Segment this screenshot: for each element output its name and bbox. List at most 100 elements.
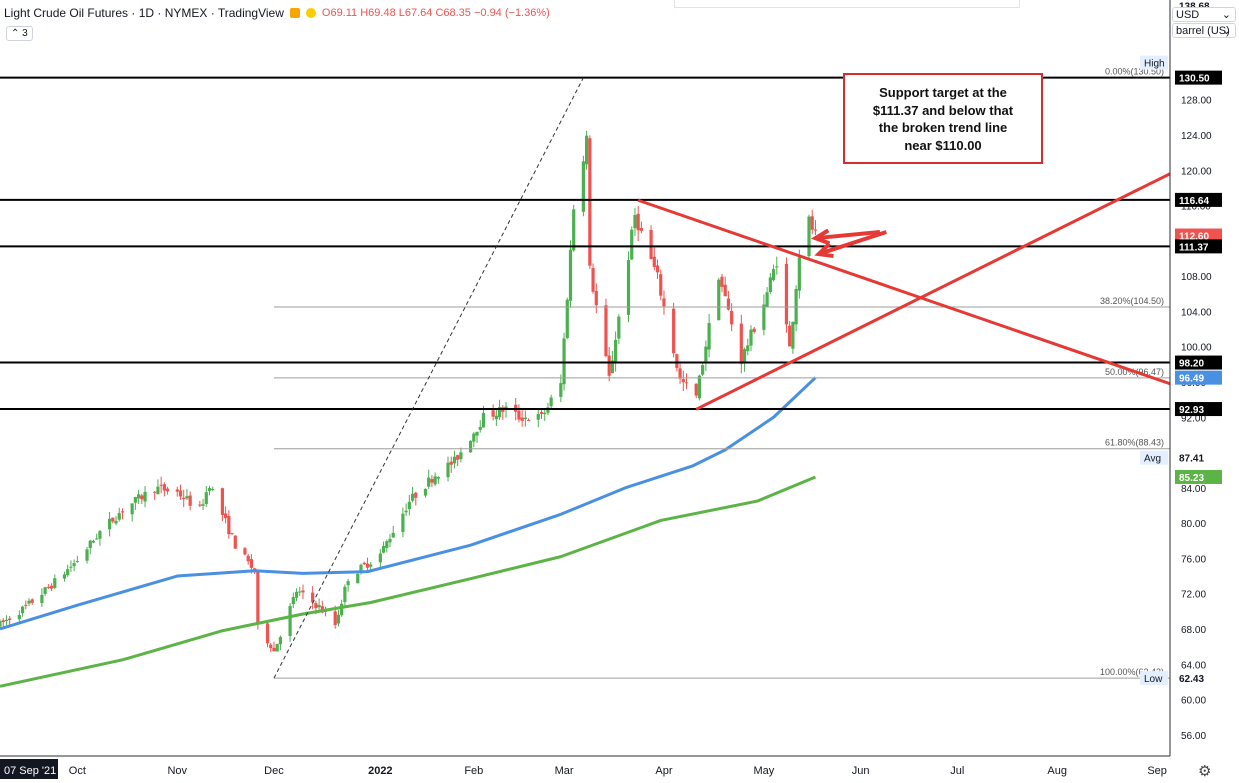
annotation-callout: Support target at the $111.37 and below … xyxy=(843,73,1043,164)
candle-body xyxy=(233,535,237,549)
candle-body xyxy=(730,310,734,325)
price-label: 130.50 xyxy=(1179,74,1210,85)
candle-body xyxy=(478,427,482,430)
candle-body xyxy=(317,604,321,608)
candle-body xyxy=(768,277,772,292)
candle-body xyxy=(272,647,276,652)
y-tick-label: 104.00 xyxy=(1181,307,1212,318)
price-tag-box xyxy=(1140,671,1168,686)
symbol-title[interactable]: Light Crude Oil Futures · 1D · NYMEX · T… xyxy=(4,6,284,20)
flag-icon[interactable] xyxy=(289,8,300,18)
candle-body xyxy=(739,323,743,364)
x-tick-label: Jul xyxy=(950,765,964,777)
price-label: 112.60 xyxy=(1179,232,1209,243)
candle-body xyxy=(66,569,70,576)
x-tick-label: Sep xyxy=(1147,765,1167,777)
candle-body xyxy=(497,407,502,418)
fib-level-label: 38.20%(104.50) xyxy=(1100,296,1164,306)
candle-body xyxy=(610,360,614,374)
candle-body xyxy=(626,260,631,315)
candle-body xyxy=(294,591,299,598)
candle-body xyxy=(53,578,57,588)
candle-body xyxy=(391,532,395,538)
candle-body xyxy=(614,339,618,363)
candle-body xyxy=(8,618,12,621)
fib-dashed-line xyxy=(273,77,584,679)
top-toolbar-edge xyxy=(674,0,1020,8)
candle-body xyxy=(136,494,141,499)
sma100-line xyxy=(0,376,817,631)
candle-body xyxy=(120,511,125,513)
candle-body xyxy=(526,420,531,422)
candle-body xyxy=(494,415,498,420)
callout-line: the broken trend line xyxy=(878,120,1008,135)
candle-body xyxy=(401,513,405,532)
candle-body xyxy=(311,592,315,603)
candle-body xyxy=(633,215,637,229)
candle-body xyxy=(24,604,28,606)
trend-line xyxy=(695,172,1171,411)
candle-body xyxy=(91,540,96,543)
candle-body xyxy=(568,249,573,301)
candle-body xyxy=(423,488,428,496)
candle-body xyxy=(30,599,34,603)
candle-body xyxy=(143,491,147,502)
candle-body xyxy=(62,574,67,579)
candle-body xyxy=(256,571,260,624)
candle-body xyxy=(491,410,495,417)
candle-body xyxy=(652,256,656,267)
delayed-data-icon[interactable] xyxy=(305,8,316,18)
candle-body xyxy=(159,484,163,486)
candle-body xyxy=(791,321,795,349)
candle-body xyxy=(617,316,621,339)
price-tag-label: High xyxy=(1144,59,1165,70)
candle-body xyxy=(153,491,157,493)
candle-body xyxy=(378,553,382,563)
candle-body xyxy=(784,264,789,325)
candle-body xyxy=(452,456,457,464)
candle-body xyxy=(343,586,347,603)
y-tick-label: 76.00 xyxy=(1181,554,1206,565)
candle-body xyxy=(771,269,776,281)
candle-body xyxy=(591,267,595,292)
candle-body xyxy=(678,368,682,379)
price-label: 111.37 xyxy=(1179,242,1209,253)
candle-body xyxy=(604,305,608,357)
collapse-chevron-icon: ⌃ xyxy=(11,28,20,39)
indicator-count-badge[interactable]: ⌃ 3 xyxy=(6,26,33,41)
candle-body xyxy=(46,586,50,588)
y-tick-label: 116.00 xyxy=(1181,202,1211,213)
candle-body xyxy=(166,488,170,492)
price-label-box xyxy=(1175,192,1222,207)
gear-icon[interactable]: ⚙ xyxy=(1198,763,1212,780)
candle-body xyxy=(365,563,370,568)
candle-body xyxy=(630,229,634,260)
candle-body xyxy=(549,397,553,407)
arrow-head xyxy=(814,242,834,259)
candle-body xyxy=(649,229,653,260)
candle-body xyxy=(749,329,753,346)
price-label: 116.64 xyxy=(1179,196,1209,207)
candle-body xyxy=(356,573,360,584)
candle-body xyxy=(43,587,47,594)
candle-body xyxy=(701,365,705,375)
candle-body xyxy=(85,549,89,561)
candle-body xyxy=(697,375,702,399)
candle-body xyxy=(436,476,440,479)
candle-body xyxy=(523,417,527,420)
candle-body xyxy=(404,510,408,513)
candle-body xyxy=(475,431,479,436)
candle-body xyxy=(111,517,115,522)
candle-body xyxy=(726,298,731,310)
candle-body xyxy=(639,227,644,231)
currency-dropdown[interactable]: USD ⌄ xyxy=(1172,7,1236,22)
candle-body xyxy=(175,489,179,492)
ohlc-readout: O69.11 H69.48 L67.64 C68.35 −0.94 (−1.36… xyxy=(321,7,550,19)
candle-body xyxy=(188,495,192,506)
unit-dropdown[interactable]: barrel (US) ⌄ xyxy=(1172,23,1236,38)
candle-body xyxy=(459,452,463,460)
candle-body xyxy=(114,520,118,524)
x-tick-label: Aug xyxy=(1047,765,1067,777)
candle-body xyxy=(140,495,144,500)
